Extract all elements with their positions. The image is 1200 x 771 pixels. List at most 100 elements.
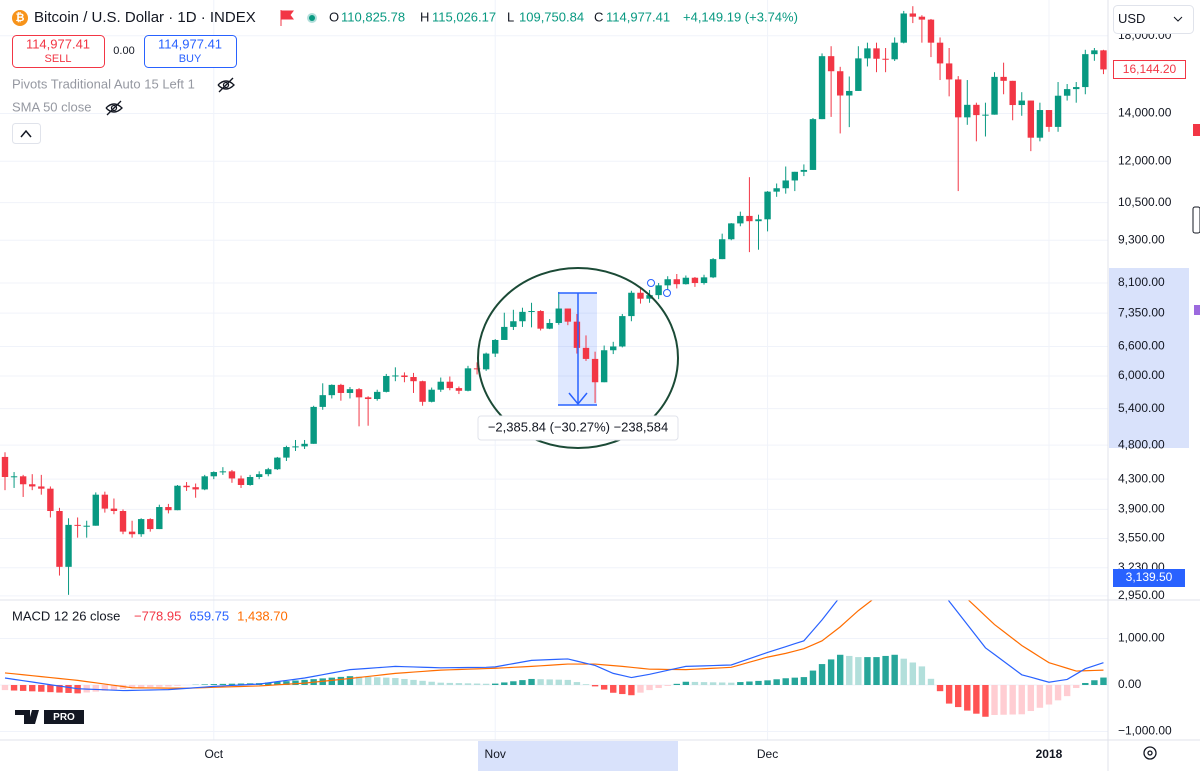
last-price-box	[1113, 60, 1186, 79]
axis-range-highlight	[1109, 268, 1189, 448]
candle-body	[936, 42, 944, 64]
spread: 0.00	[113, 45, 134, 57]
histogram-bar	[1100, 677, 1107, 685]
collapse-button[interactable]	[12, 123, 41, 144]
legend-value: 115,026.17	[432, 9, 496, 24]
histogram-bar	[1045, 684, 1053, 705]
hide-icon[interactable]	[217, 77, 235, 93]
candle-body	[1082, 54, 1089, 88]
candle-body	[773, 188, 780, 192]
histogram-bar	[718, 682, 726, 685]
candle-body	[355, 389, 363, 398]
histogram-bar	[691, 681, 699, 685]
candle-body	[927, 19, 935, 43]
x-tick-label: Dec	[757, 747, 778, 761]
candle-body	[846, 90, 853, 96]
candle-body	[183, 485, 190, 488]
candle-body	[610, 346, 617, 351]
histogram-bar	[1063, 684, 1071, 697]
histogram-bar	[855, 657, 862, 685]
candle-body	[455, 388, 463, 391]
candle-body	[900, 13, 907, 43]
macd-legend-value: −778.95	[134, 608, 181, 623]
histogram-bar	[991, 684, 998, 715]
histogram-bar	[882, 655, 889, 685]
histogram-bar	[746, 681, 753, 685]
histogram-bar	[546, 679, 553, 685]
histogram-bar	[1073, 684, 1080, 689]
y-tick-label: 10,500.00	[1118, 195, 1172, 209]
y-tick-label: 5,400.00	[1118, 401, 1165, 415]
candle-body	[174, 485, 181, 511]
candle-body	[1009, 80, 1016, 106]
candle-body	[101, 494, 109, 509]
candle-body	[619, 316, 626, 347]
legend-value: 110,825.78	[341, 9, 405, 24]
histogram-bar	[936, 684, 944, 692]
currency-select[interactable]	[1113, 5, 1194, 34]
histogram-bar	[836, 654, 844, 685]
y-tick-label: 4,300.00	[1118, 471, 1165, 485]
indicator-label[interactable]: SMA 50 close	[12, 99, 92, 114]
candle-body	[546, 322, 553, 329]
candle-body	[482, 353, 490, 370]
candle-body	[301, 443, 308, 447]
drawing-handles	[647, 279, 671, 297]
settings-button[interactable]	[1143, 746, 1157, 760]
drawn-circle	[477, 267, 679, 449]
y-tick-label: −1,000.00	[1118, 724, 1172, 738]
candle-body	[337, 384, 345, 393]
histogram-bar	[891, 654, 898, 685]
legend-value: 109,750.84	[519, 9, 584, 24]
candle-body	[410, 377, 417, 382]
histogram-bar	[419, 680, 426, 685]
candle-body	[555, 308, 562, 323]
candle-body	[319, 395, 326, 407]
candle-body	[537, 311, 544, 329]
y-tick-label: 6,600.00	[1118, 339, 1165, 353]
candles	[1, 6, 1107, 595]
candle-body	[746, 215, 753, 222]
y-tick-label: 1,000.00	[1118, 631, 1165, 645]
candle-body	[628, 292, 635, 317]
histogram-bar	[737, 682, 744, 685]
histogram-bar	[392, 678, 399, 685]
indicator-label[interactable]: Pivots Traditional Auto 15 Left 1	[12, 76, 195, 91]
histogram-bar	[1091, 680, 1098, 685]
candle-body	[827, 56, 835, 72]
histogram-bar	[682, 681, 690, 685]
histogram-bar	[137, 684, 145, 688]
flag-icon[interactable]	[280, 10, 294, 26]
histogram-bar	[555, 679, 562, 685]
histogram-bar	[800, 677, 808, 685]
candle-body	[964, 104, 971, 118]
candle-body	[764, 191, 771, 220]
histogram-bar	[591, 684, 599, 687]
histogram-bar	[600, 684, 608, 690]
histogram-bar	[29, 684, 36, 692]
candle-body	[664, 279, 671, 286]
candle-body	[128, 531, 136, 535]
histogram-bar	[56, 684, 63, 693]
candle-body	[519, 311, 526, 322]
candle-body	[700, 277, 708, 284]
histogram-bar	[964, 684, 971, 711]
candle-body	[673, 279, 680, 285]
histogram-bar	[1018, 684, 1025, 715]
candle-body	[728, 223, 735, 240]
histogram-bar	[374, 677, 381, 685]
candle-body	[210, 472, 217, 477]
histogram-bar	[782, 678, 789, 685]
sell-button[interactable]	[12, 35, 105, 68]
candle-body	[374, 391, 381, 400]
hide-icon[interactable]	[105, 100, 123, 116]
candle-body	[1091, 50, 1098, 55]
histogram-bar	[383, 677, 390, 685]
candle-body	[709, 259, 717, 278]
buy-button[interactable]	[144, 35, 237, 68]
candle-body	[228, 471, 236, 479]
symbol-title[interactable]: Bitcoin / U.S. Dollar · 1D · INDEX	[34, 9, 256, 26]
candle-body	[1045, 110, 1053, 127]
